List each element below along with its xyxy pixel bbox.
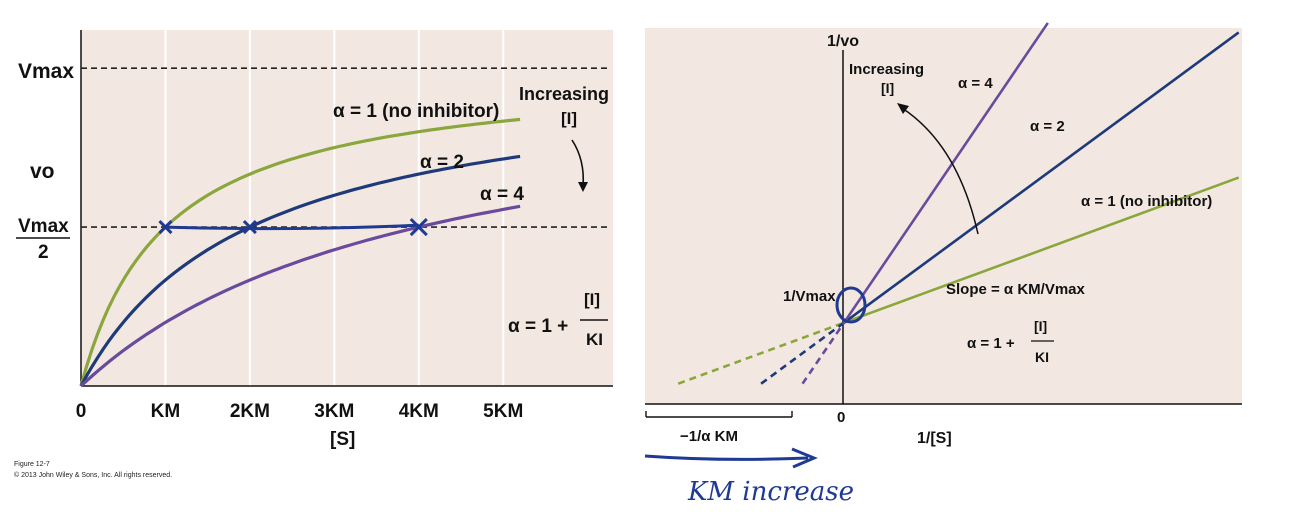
lb-formula-denominator: KI [1035,349,1049,365]
mm-formula-denominator: KI [586,330,603,349]
mm-plot: Vmax vo Vmax 2 0 KM 2KM 3KM 4KM 5KM [S] α = 1… [14,30,613,479]
mm-formula-numerator: [I] [584,290,600,309]
lb-y-axis-label: 1/vo [827,33,859,50]
figure-caption-line-2: © 2013 John Wiley & Sons, Inc. All right… [14,471,172,479]
mm-x-tick-label: 3KM [314,401,354,422]
handwritten-arrowhead [791,447,818,469]
mm-x-tick-label: KM [151,401,181,422]
handwritten-note-text: KM increase [687,477,854,507]
mm-inhibitor-label: [I] [561,109,577,128]
mm-handwritten-line [165,223,419,231]
lb-plot-background [645,28,1242,404]
handwritten-note: KM increase [644,447,854,507]
mm-y-tick-half-denominator: 2 [38,242,49,263]
mm-increasing-arrowhead [578,182,588,192]
mm-x-tick-labels: 0 KM 2KM 3KM 4KM 5KM [76,401,524,422]
mm-half-vmax-marker [242,220,257,235]
lb-x-axis-label: 1/[S] [917,430,952,447]
mm-x-tick-label: 0 [76,401,87,422]
lb-increasing-arrowhead [897,103,909,114]
lb-series-line-2 [842,22,1049,324]
mm-y-label-vo: vo [30,160,55,183]
handwritten-arrow [644,454,809,461]
lb-series-extrapolation-2 [801,321,846,385]
mm-handwritten-marks [158,218,428,237]
lb-series-label-alpha-1: α = 1 (no inhibitor) [1081,193,1212,210]
lb-intercept-handwritten-circle [835,286,867,324]
mm-x-tick-label: 4KM [399,401,439,422]
lb-plot: 1/vo 1/[S] 0 1/Vmax −1/α KM Increasing [… [645,22,1242,447]
lb-series-label-alpha-4: α = 4 [958,75,993,92]
mm-series-line-1 [79,154,521,387]
mm-series [79,117,521,388]
lb-slope-label: Slope = α KM/Vmax [946,281,1086,298]
lb-formula-numerator: [I] [1034,318,1047,334]
mm-y-tick-vmax: Vmax [18,60,74,83]
lb-series-extrapolation-0 [677,321,845,385]
lb-formula-lhs: α = 1 + [967,335,1015,352]
lb-origin-label: 0 [837,409,845,426]
mm-half-vmax-marker [409,218,428,237]
mm-plot-background [81,30,613,386]
lb-series-label-alpha-2: α = 2 [1030,118,1065,135]
mm-x-axis-label: [S] [330,429,355,450]
mm-formula-lhs: α = 1 + [508,316,568,337]
mm-gridlines [164,30,505,386]
lb-x-intercept-label: −1/α KM [680,428,738,445]
lb-series-line-1 [843,31,1240,324]
mm-increasing-label: Increasing [519,84,609,104]
lb-y-intercept-label: 1/Vmax [783,288,836,305]
mm-series-label-alpha-2: α = 2 [420,152,464,173]
lb-series-extrapolation-1 [760,321,845,385]
lb-series [677,22,1240,385]
mm-half-vmax-marker [158,220,173,235]
mm-series-line-0 [79,117,521,387]
mm-series-line-2 [79,204,521,388]
lb-inhibitor-label: [I] [881,80,894,96]
lb-increasing-arc [901,107,979,235]
lb-series-line-0 [843,176,1240,324]
mm-series-label-alpha-1: α = 1 (no inhibitor) [333,101,499,122]
mm-series-label-alpha-4: α = 4 [480,184,524,205]
mm-y-tick-half-numerator: Vmax [18,216,69,237]
mm-x-tick-label: 2KM [230,401,270,422]
mm-x-tick-label: 5KM [483,401,523,422]
figure-caption-line-1: Figure 12-7 [14,461,50,468]
mm-increasing-arrow [571,139,585,187]
lb-increasing-label: Increasing [849,61,924,78]
